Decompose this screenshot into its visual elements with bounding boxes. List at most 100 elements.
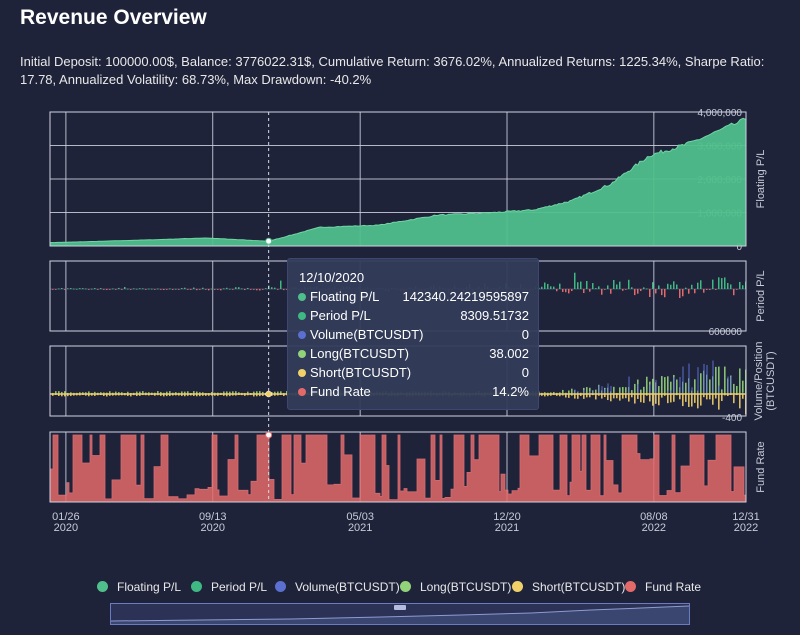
long-bar: [85, 392, 87, 394]
x-tick-label: 01/26: [52, 511, 80, 523]
short-bar: [703, 394, 705, 398]
period-pl-bar: [676, 284, 678, 289]
period-pl-bar: [574, 272, 576, 289]
volume-bar: [706, 364, 708, 394]
short-bar: [172, 394, 174, 396]
short-bar: [130, 394, 132, 397]
short-bar: [190, 394, 192, 396]
long-bar: [685, 382, 687, 394]
period-pl-bar: [682, 289, 684, 297]
short-bar: [598, 394, 600, 396]
long-bar: [658, 386, 660, 394]
volume-bar: [625, 392, 627, 394]
period-pl-bar: [196, 289, 198, 291]
short-bar: [742, 394, 744, 399]
long-bar: [211, 392, 213, 394]
period-pl-bar: [82, 288, 84, 289]
short-bar: [628, 394, 630, 402]
period-pl-bar: [274, 287, 276, 289]
short-bar: [52, 394, 54, 396]
short-bar: [547, 394, 549, 397]
zoom-drag-handle[interactable]: [394, 605, 406, 610]
short-bar: [622, 394, 624, 399]
period-pl-bar: [271, 287, 273, 289]
period-pl-bar: [145, 289, 147, 290]
y-axis-label: (BTCUSDT): [765, 351, 777, 410]
period-pl-bar: [658, 285, 660, 289]
period-pl-bar: [151, 288, 153, 290]
short-bar: [661, 394, 663, 398]
period-pl-bar: [604, 289, 606, 290]
long-bar: [103, 392, 105, 394]
period-pl-bar: [697, 282, 699, 289]
period-pl-bar: [52, 289, 54, 290]
tooltip-dot: [298, 350, 306, 358]
period-pl-bar: [163, 289, 165, 291]
period-pl-bar: [550, 286, 552, 289]
long-bar: [733, 383, 735, 394]
long-bar: [661, 376, 663, 394]
long-bar: [742, 380, 744, 394]
short-bar: [262, 394, 264, 396]
tooltip-value: 142340.24219595897: [402, 289, 529, 304]
period-pl-bar: [256, 289, 258, 291]
period-pl-bar: [670, 284, 672, 289]
short-bar: [712, 394, 714, 405]
short-bar: [160, 394, 162, 396]
period-pl-bar: [124, 286, 126, 289]
x-tick-label: 08/08: [640, 511, 668, 523]
long-bar: [280, 391, 282, 394]
period-pl-bar: [250, 289, 252, 290]
long-bar: [643, 386, 645, 394]
long-bar: [82, 392, 84, 394]
period-pl-bar: [673, 281, 675, 289]
tooltip-label: Fund Rate: [310, 384, 371, 399]
volume-bar: [610, 385, 612, 394]
short-bar: [232, 394, 234, 396]
short-bar: [550, 394, 552, 396]
period-pl-bar: [637, 289, 639, 294]
short-bar: [709, 394, 711, 400]
long-bar: [55, 391, 57, 394]
period-pl-bar: [157, 288, 159, 290]
short-bar: [673, 394, 675, 402]
period-pl-bar: [199, 289, 201, 290]
period-pl-bar: [277, 289, 279, 290]
short-bar: [589, 394, 591, 398]
period-pl-bar: [700, 280, 702, 289]
short-bar: [586, 394, 588, 398]
short-bar: [604, 394, 606, 398]
long-bar: [631, 390, 633, 394]
short-bar: [226, 394, 228, 397]
period-pl-bar: [649, 289, 651, 297]
tooltip-value: 0: [521, 327, 529, 342]
short-bar: [256, 394, 258, 397]
zoom-slider[interactable]: [110, 603, 690, 625]
tooltip-row-period: Period P/L 8309.51732: [298, 308, 529, 326]
period-pl-bar: [730, 284, 732, 289]
volume-bar: [697, 367, 699, 394]
floating-pl-line: [49, 117, 747, 244]
short-bar: [556, 394, 558, 396]
long-bar: [247, 391, 249, 394]
short-bar: [727, 394, 729, 396]
period-pl-bar: [178, 289, 180, 290]
long-bar: [274, 391, 276, 394]
period-pl-bar: [223, 288, 225, 290]
short-bar: [163, 394, 165, 397]
period-pl-bar: [625, 289, 627, 290]
period-pl-bar: [739, 281, 741, 289]
short-bar: [187, 394, 189, 396]
short-bar: [601, 394, 603, 399]
long-bar: [259, 391, 261, 394]
volume-bar: [592, 390, 594, 394]
period-pl-bar: [544, 282, 546, 289]
tooltip-value: 0: [521, 365, 529, 380]
short-bar: [706, 394, 708, 400]
short-bar: [610, 394, 612, 402]
short-bar: [541, 394, 543, 396]
period-pl-bar: [553, 286, 555, 289]
tooltip-dot: [298, 369, 306, 377]
short-bar: [640, 394, 642, 403]
